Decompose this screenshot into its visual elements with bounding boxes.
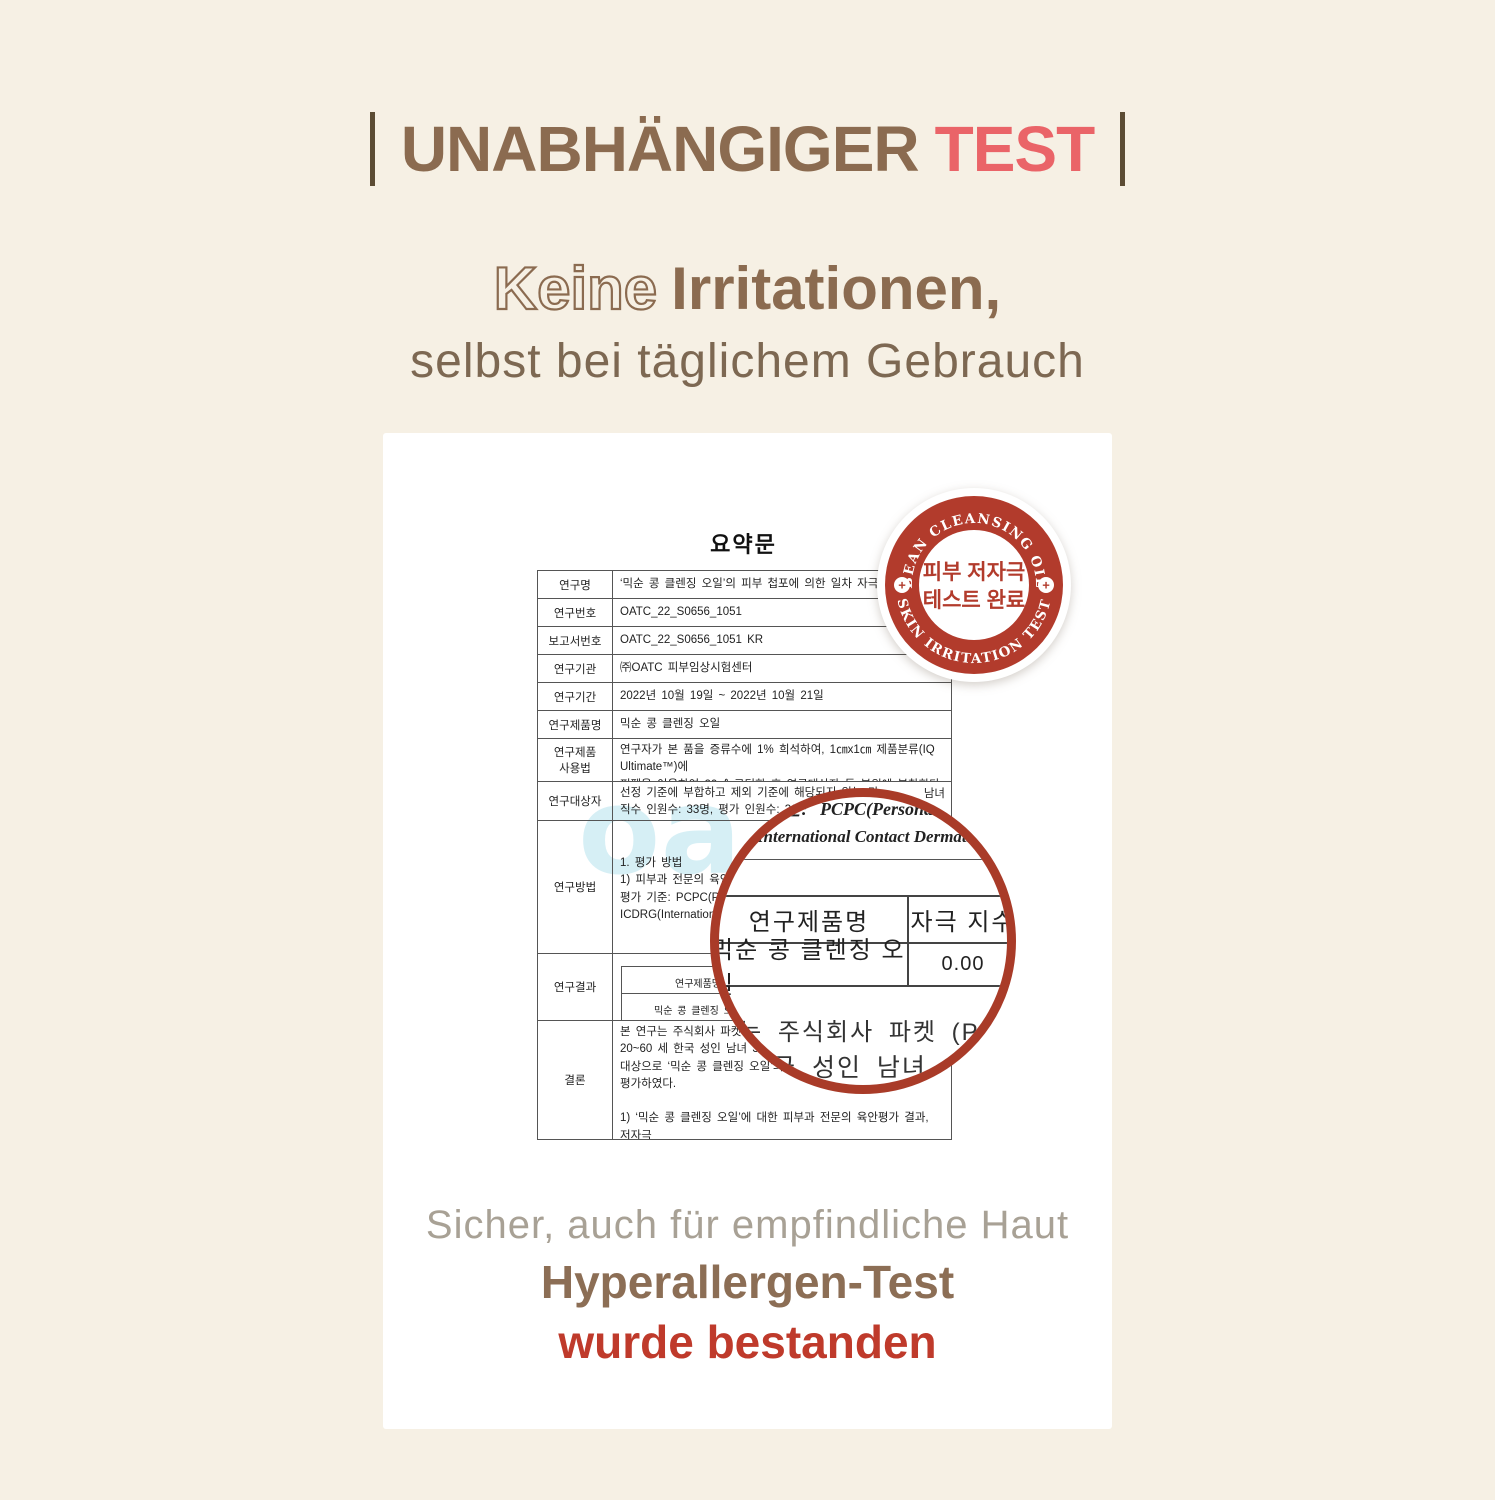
document-title: 요약문	[710, 532, 777, 557]
headline: Keine Irritationen,	[0, 254, 1495, 323]
magnified-conclusion-line2: 한국 성인 남녀 33 명 중 중도	[747, 1054, 1014, 1082]
badge-plus-left-icon: +	[894, 577, 910, 593]
row-label: 연구명	[538, 571, 613, 598]
magnified-value-name: 믹순 콩 클렌징 오일	[719, 937, 909, 999]
table-row: 연구제품 사용법 연구자가 본 품을 증류수에 1% 희석하여, 1㎝x1㎝ 제…	[538, 739, 951, 782]
row-content: OATC_22_S0656_1051	[620, 605, 742, 618]
row-label: 결론	[538, 1021, 613, 1139]
footer-passed-text: wurde bestanden	[558, 1316, 937, 1368]
table-row: 보고서번호 OATC_22_S0656_1051 KR	[538, 627, 951, 655]
page-title: UNABHÄNGIGER TEST	[0, 106, 1495, 192]
title-text: UNABHÄNGIGER TEST	[400, 112, 1096, 186]
magnified-header-index: 자극 지수	[910, 909, 1016, 936]
table-row: 연구기관 ㈜OATC 피부임상시험센터	[538, 655, 951, 683]
magnified-header-name: 연구제품명	[719, 897, 909, 942]
row-content: 연구자가 본 품을 증류수에 1% 희석하여, 1㎝x1㎝ 제품분류(IQ Ul…	[620, 744, 943, 781]
row-content: 1. 평가 방법 1) 피부과 전문의 육안평 평가 기준: PCPC(P IC…	[620, 857, 744, 921]
row-content: 2022년 10월 19일 ~ 2022년 10월 21일	[620, 689, 824, 702]
title-left-bar	[369, 112, 375, 186]
test-report-table: 연구명 ‘믹순 콩 클렌징 오일’의 피부 첩포에 의한 일차 자극 인체적용시…	[537, 570, 952, 1140]
row-label: 연구기관	[538, 655, 613, 682]
subject-suffix: 남녀	[923, 788, 945, 800]
row-content: ㈜OATC 피부임상시험센터	[620, 661, 753, 674]
title-word-pink: TEST	[934, 113, 1096, 185]
table-row: 결론 본 연구는 주식회사 파켓 (Pa 20~60 세 한국 성인 남녀 33…	[538, 1021, 951, 1140]
row-label: 연구제품명	[538, 711, 613, 738]
footer-safe-skin-text: Sicher, auch für empfindliche Haut	[425, 1203, 1070, 1247]
row-label: 연구결과	[538, 954, 613, 1020]
badge-seal-icon: BEAN CLEANSING OIL SKIN IRRITATION TEST …	[877, 488, 1071, 682]
magnified-table-header: 연구제품명 자극 지수	[719, 897, 1016, 944]
table-row: 연구번호 OATC_22_S0656_1051	[538, 599, 951, 627]
row-label: 연구제품 사용법	[538, 739, 613, 781]
magnifier-circle: 준: PCPC(Personal Car G(International Con…	[710, 788, 1016, 1094]
skin-irritation-badge: BEAN CLEANSING OIL SKIN IRRITATION TEST …	[875, 486, 1073, 684]
svg-text:+: +	[898, 578, 906, 593]
title-right-bar	[1120, 112, 1126, 186]
headline-solid-word: Irritationen,	[671, 255, 1002, 322]
row-content: 본 연구는 주식회사 파켓 (Pa 20~60 세 한국 성인 남녀 33 명 …	[620, 1026, 929, 1139]
table-row: 연구기간 2022년 10월 19일 ~ 2022년 10월 21일	[538, 683, 951, 711]
magnified-value-index: 0.00	[941, 953, 985, 975]
magnified-criteria-line1: 준: PCPC(Personal Car	[785, 799, 979, 819]
row-label: 연구기간	[538, 683, 613, 710]
badge-center-line2: 테스트 완료	[923, 589, 1025, 612]
badge-plus-right-icon: +	[1038, 577, 1054, 593]
badge-center-line1: 피부 저자극	[923, 561, 1025, 584]
title-word-brown: UNABHÄNGIGER	[400, 113, 920, 185]
svg-text:+: +	[1042, 578, 1050, 593]
footer-hyperallergen-text: Hyperallergen-Test	[540, 1256, 955, 1308]
row-content: 믹순 콩 클렌징 오일	[620, 717, 721, 730]
oatc-watermark: oa	[578, 763, 742, 902]
row-content: OATC_22_S0656_1051 KR	[620, 633, 764, 646]
magnified-rule	[719, 859, 1007, 860]
subheadline: selbst bei täglichem Gebrauch	[410, 335, 1085, 388]
magnified-result-table: 연구제품명 자극 지수 믹순 콩 클렌징 오일 0.00	[719, 895, 1016, 999]
row-label: 연구번호	[538, 599, 613, 626]
row-label: 연구방법	[538, 821, 613, 953]
table-row: 연구제품명 믹순 콩 클렌징 오일	[538, 711, 951, 739]
magnified-table-value-row: 믹순 콩 클렌징 오일 0.00	[719, 937, 1007, 999]
magnified-criteria-line2: G(International Contact Dermatitis Re	[739, 827, 1011, 846]
headline-outline-word: Keine	[493, 254, 659, 323]
row-label: 보고서번호	[538, 627, 613, 654]
magnified-conclusion-line1: 구는 주식회사 파켓 (Parket Inc.)으로부	[715, 1019, 1007, 1046]
row-label: 연구대상자	[538, 782, 613, 820]
